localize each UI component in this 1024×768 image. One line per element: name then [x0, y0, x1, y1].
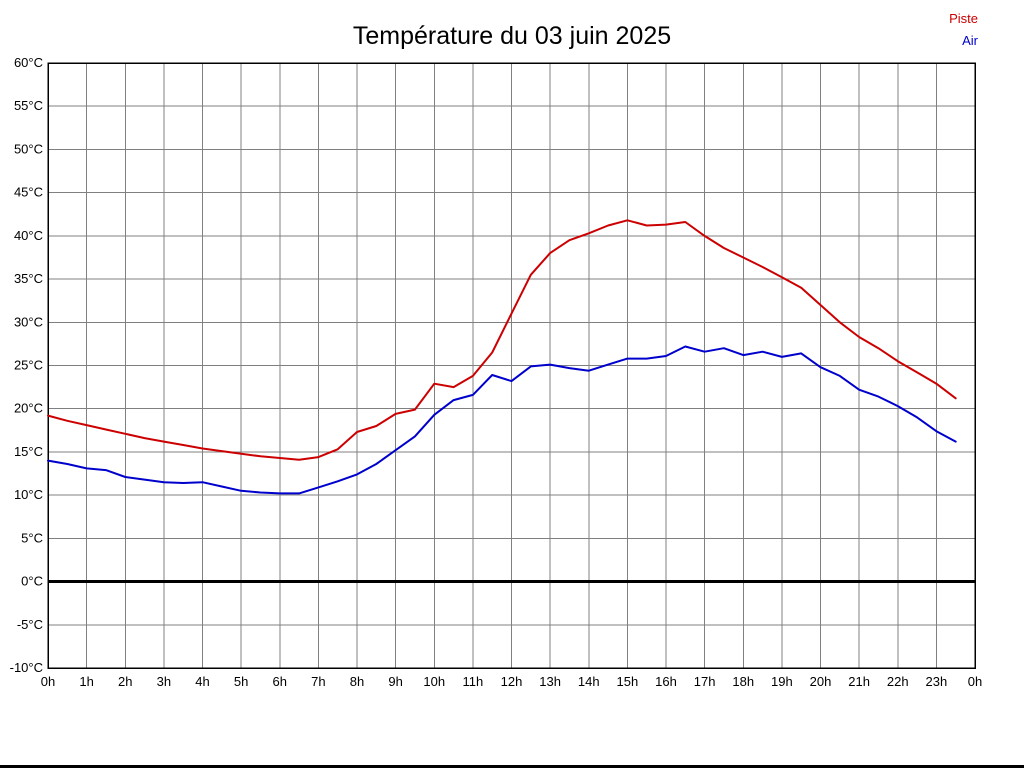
y-axis-tick-label: 15°C	[14, 444, 43, 459]
chart-title: Température du 03 juin 2025	[352, 22, 672, 50]
x-axis-tick-label: 5h	[234, 674, 248, 689]
x-axis-tick-label: 13h	[539, 674, 561, 689]
y-axis-tick-label: -5°C	[17, 617, 43, 632]
y-axis-tick-label: 50°C	[14, 141, 43, 156]
x-axis-tick-label: 11h	[463, 674, 484, 689]
x-axis-tick-label: 9h	[388, 674, 402, 689]
x-axis-tick-label: 2h	[118, 674, 132, 689]
x-axis-tick-label: 8h	[350, 674, 364, 689]
y-axis-tick-label: -10°C	[10, 660, 43, 675]
x-axis-tick-label: 16h	[655, 674, 677, 689]
x-axis-tick-label: 10h	[423, 674, 445, 689]
x-axis-tick-label: 14h	[578, 674, 600, 689]
series-line-air	[47, 345, 957, 495]
x-axis-tick-label: 7h	[311, 674, 325, 689]
x-axis-tick-label: 18h	[732, 674, 754, 689]
x-axis-tick-label: 12h	[501, 674, 523, 689]
x-axis-tick-label: 15h	[617, 674, 639, 689]
x-axis-tick-label: 20h	[810, 674, 832, 689]
y-axis-tick-label: 0°C	[21, 574, 43, 589]
y-axis-tick-label: 55°C	[14, 98, 43, 113]
x-axis-tick-label: 23h	[926, 674, 948, 689]
y-axis-tick-label: 5°C	[21, 530, 43, 545]
y-axis-tick-label: 10°C	[14, 487, 43, 502]
y-axis-tick-label: 60°C	[14, 55, 43, 70]
legend-item-air: Air	[962, 33, 978, 48]
x-axis-tick-label: 6h	[273, 674, 287, 689]
x-axis-tick-label: 21h	[848, 674, 870, 689]
x-axis-tick-label: 0h	[41, 674, 55, 689]
x-axis-tick-label: 17h	[694, 674, 716, 689]
chart-legend: Piste Air	[949, 12, 978, 48]
y-axis-tick-label: 40°C	[14, 228, 43, 243]
legend-item-piste: Piste	[949, 11, 978, 26]
x-axis-tick-label: 22h	[887, 674, 909, 689]
y-axis-tick-label: 30°C	[14, 314, 43, 329]
x-axis-tick-label: 19h	[771, 674, 793, 689]
y-axis-tick-label: 25°C	[14, 358, 43, 373]
x-axis-tick-label: 1h	[79, 674, 93, 689]
x-axis-tick-label: 4h	[195, 674, 209, 689]
y-axis-tick-label: 20°C	[14, 401, 43, 416]
y-axis-tick-label: 35°C	[14, 271, 43, 286]
bottom-border	[0, 765, 1024, 768]
series-line-piste	[47, 219, 957, 461]
x-axis-tick-label: 0h	[968, 674, 982, 689]
x-axis-tick-label: 3h	[157, 674, 171, 689]
y-axis-tick-label: 45°C	[14, 185, 43, 200]
plot-border	[47, 62, 976, 669]
